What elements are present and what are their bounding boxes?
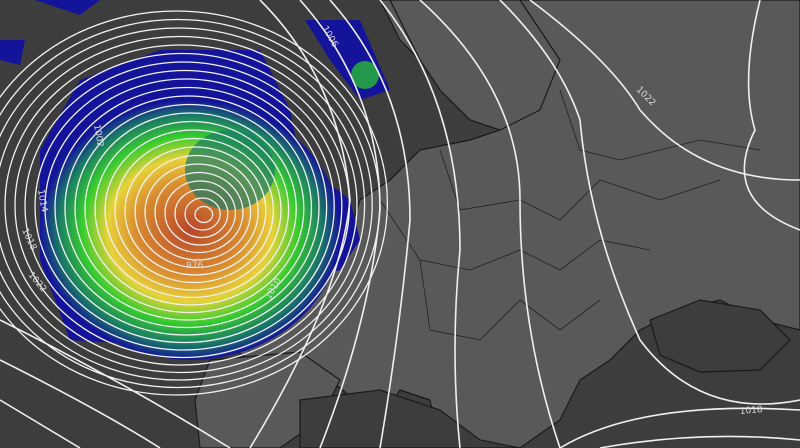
isobar-label: 1014	[35, 189, 49, 214]
black-sea	[649, 299, 791, 373]
isobar-ring	[44, 78, 328, 336]
isobar-ring	[134, 154, 259, 269]
isobar-ring	[0, 35, 366, 374]
land-scandinavia	[389, 0, 561, 131]
isobar-label: 1018	[739, 405, 763, 417]
isobar-ring	[194, 205, 214, 224]
isobar-label: 976	[186, 261, 203, 271]
mediterranean	[299, 389, 521, 448]
isobar-ring	[4, 44, 358, 366]
isobar-ring	[144, 163, 252, 261]
isobar-ring	[84, 112, 297, 306]
isobar-ring	[24, 61, 343, 351]
isobar-ring	[164, 180, 237, 246]
isobar-ring	[94, 120, 290, 299]
country-borders	[379, 89, 761, 341]
isobar-label: 1002	[91, 124, 105, 148]
isobar-ring	[74, 103, 305, 314]
isobar-ring	[124, 146, 267, 276]
isobar-ring	[34, 69, 335, 344]
isobar-ring	[114, 137, 275, 284]
isobar-ring	[154, 171, 244, 254]
isobar-ring	[54, 86, 320, 329]
isobar-ring	[184, 197, 221, 231]
isobar-ring	[64, 95, 313, 321]
isobar-ring	[0, 27, 373, 381]
isobar-ring	[174, 188, 229, 239]
isobar-ring	[0, 10, 388, 396]
isobar-ring	[104, 129, 282, 291]
